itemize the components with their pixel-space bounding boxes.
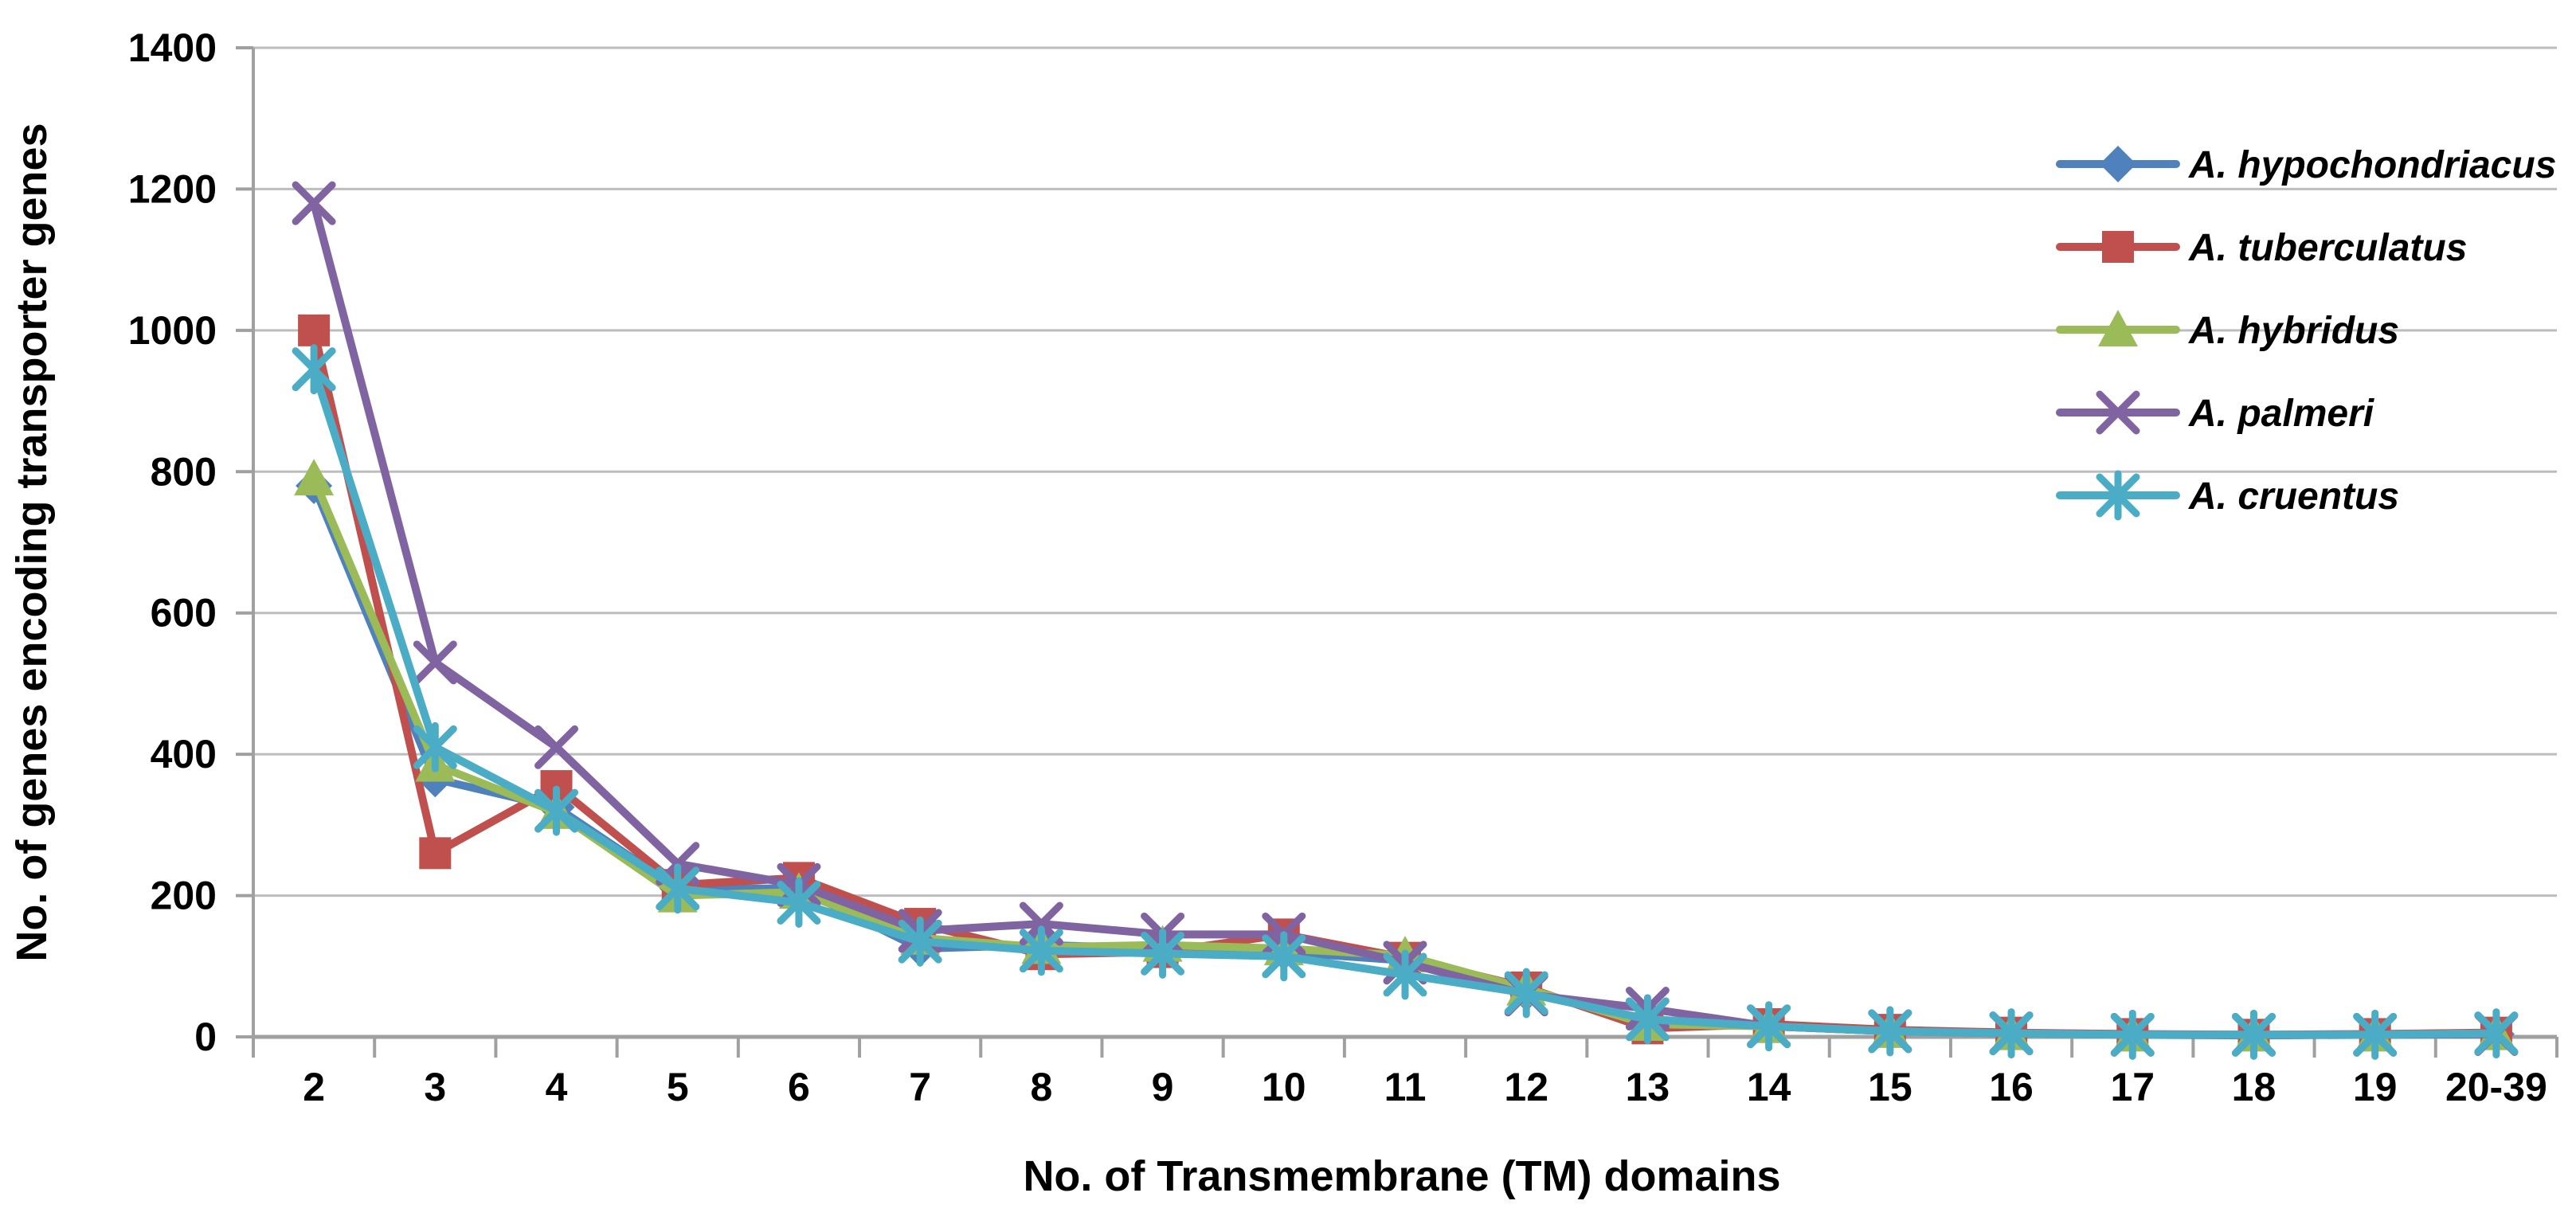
x-tick-label-13: 13 <box>1626 1065 1670 1109</box>
x-tick-label-11: 11 <box>1384 1065 1427 1109</box>
x-axis-tick-labels: 2 3 4 5 6 7 8 9 10 11 12 13 14 15 16 17 18 19 20-39 <box>303 1065 2547 1109</box>
marker-a-cruentus-10 <box>1262 931 1306 982</box>
y-tick-label-600: 600 <box>151 591 217 636</box>
x-tick-label-17: 17 <box>2110 1065 2155 1109</box>
x-tick-label-20-39: 20-39 <box>2445 1065 2547 1109</box>
x-tick-label-12: 12 <box>1504 1065 1548 1109</box>
x-tick-label-15: 15 <box>1868 1065 1912 1109</box>
y-tick-label-1400: 1400 <box>128 25 217 70</box>
series-line-a-cruentus <box>310 365 2500 1039</box>
marker-a-cruentus-15 <box>1868 1006 1912 1057</box>
marker-a-tuberculatus-2 <box>298 314 331 346</box>
x-tick-label-2: 2 <box>303 1065 325 1109</box>
y-tick-label-400: 400 <box>151 732 217 776</box>
marker-a-cruentus-2 <box>292 344 336 395</box>
marker-a-cruentus-7 <box>898 916 942 967</box>
x-tick-label-14: 14 <box>1747 1065 1791 1109</box>
marker-a-cruentus-11 <box>1383 949 1427 1000</box>
gridlines <box>253 46 2557 898</box>
y-axis-title: No. of genes encoding transporter genes <box>8 123 56 961</box>
data-series <box>292 181 2519 1060</box>
series-line-a-tuberculatus <box>310 326 2500 1039</box>
marker-a-cruentus-19 <box>2353 1009 2398 1060</box>
marker-a-cruentus-16 <box>1989 1008 2034 1059</box>
legend-item-a-palmeri: A. palmeri <box>2056 390 2375 435</box>
marker-a-tuberculatus-3 <box>419 837 452 870</box>
legend: A. hypochondriacus A. tuberculatus A. hybr… <box>2056 144 2556 521</box>
x-tick-label-4: 4 <box>546 1065 568 1109</box>
y-tick-label-0: 0 <box>194 1015 217 1059</box>
legend-marker-a-hypochondriacus <box>2100 146 2136 182</box>
marker-a-cruentus-9 <box>1141 928 1185 979</box>
marker-a-cruentus-14 <box>1747 1001 1791 1052</box>
marker-a-cruentus-8 <box>1019 925 1063 976</box>
y-tick-label-1000: 1000 <box>128 308 217 353</box>
legend-marker-a-cruentus <box>2096 470 2140 521</box>
x-tick-label-5: 5 <box>667 1065 689 1109</box>
legend-label-a-cruentus: A. cruentus <box>2188 475 2399 518</box>
legend-marker-a-palmeri <box>2096 390 2140 435</box>
axes <box>236 46 2558 1058</box>
series-a-palmeri <box>292 181 2519 1057</box>
x-axis-title: No. of Transmembrane (TM) domains <box>1023 1152 1780 1200</box>
legend-label-a-hypochondriacus: A. hypochondriacus <box>2188 144 2556 186</box>
x-tick-label-19: 19 <box>2353 1065 2398 1109</box>
marker-a-cruentus-20-39 <box>2474 1008 2519 1059</box>
legend-label-a-palmeri: A. palmeri <box>2188 393 2375 435</box>
y-tick-label-1200: 1200 <box>128 166 217 211</box>
marker-a-palmeri-2 <box>292 181 336 225</box>
marker-a-palmeri-4 <box>534 725 579 769</box>
y-tick-label-200: 200 <box>151 874 217 918</box>
legend-label-a-hybridus: A. hybridus <box>2188 310 2399 352</box>
marker-a-cruentus-4 <box>534 785 579 836</box>
legend-label-a-tuberculatus: A. tuberculatus <box>2188 227 2467 269</box>
marker-a-cruentus-12 <box>1504 968 1548 1019</box>
marker-a-hybridus-2 <box>294 459 335 496</box>
x-tick-label-8: 8 <box>1030 1065 1052 1109</box>
y-tick-label-800: 800 <box>151 449 217 494</box>
legend-marker-a-tuberculatus <box>2102 231 2134 263</box>
y-axis-tick-labels: 0 200 400 600 800 1000 1200 1400 <box>128 25 217 1059</box>
marker-a-cruentus-18 <box>2231 1009 2276 1060</box>
marker-a-cruentus-6 <box>777 877 821 928</box>
legend-item-a-cruentus: A. cruentus <box>2056 470 2399 521</box>
series-a-cruentus <box>292 344 2519 1060</box>
x-tick-label-3: 3 <box>424 1065 446 1109</box>
legend-item-a-tuberculatus: A. tuberculatus <box>2056 227 2467 269</box>
marker-a-cruentus-3 <box>413 722 457 772</box>
legend-item-a-hybridus: A. hybridus <box>2056 310 2399 352</box>
legend-item-a-hypochondriacus: A. hypochondriacus <box>2056 144 2556 186</box>
x-tick-label-7: 7 <box>909 1065 931 1109</box>
marker-a-palmeri-3 <box>413 640 457 685</box>
x-tick-label-9: 9 <box>1152 1065 1174 1109</box>
marker-a-cruentus-13 <box>1625 994 1670 1045</box>
legend-marker-a-hybridus <box>2098 310 2138 346</box>
marker-a-cruentus-17 <box>2110 1009 2155 1060</box>
x-tick-label-16: 16 <box>1989 1065 2034 1109</box>
x-tick-label-6: 6 <box>788 1065 810 1109</box>
marker-a-cruentus-5 <box>656 863 700 914</box>
x-tick-label-10: 10 <box>1262 1065 1306 1109</box>
x-tick-label-18: 18 <box>2232 1065 2277 1109</box>
